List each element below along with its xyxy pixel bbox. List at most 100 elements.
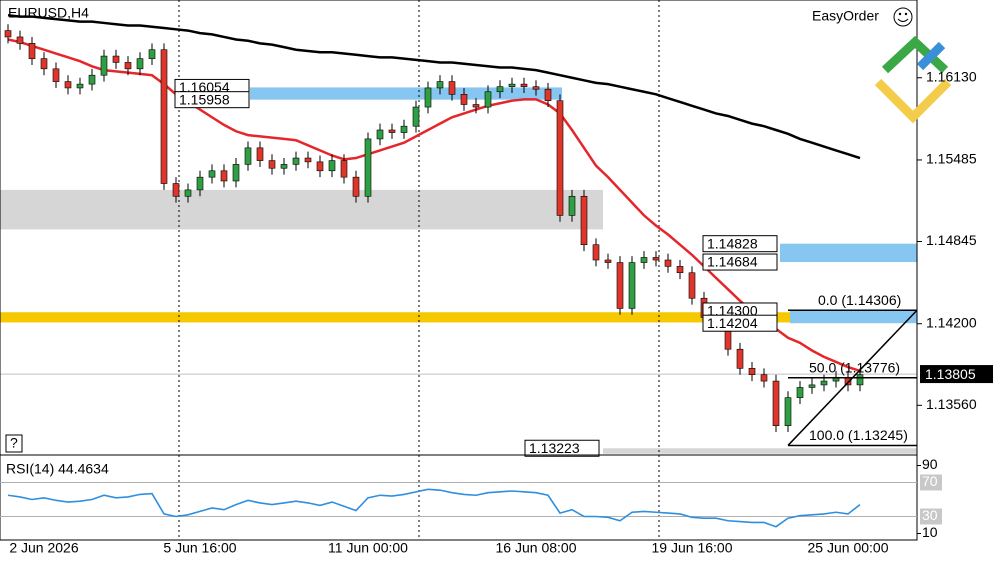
zone [0, 189, 603, 230]
candle-body [52, 68, 60, 82]
x-tick-label: 11 Jun 00:00 [328, 540, 408, 556]
rsi-tick-label: 30 [922, 507, 938, 523]
price-label: 1.14300 [707, 303, 758, 319]
rsi-tick-label: 90 [922, 456, 938, 472]
rsi-title: RSI(14) 44.4634 [6, 461, 109, 477]
current-price-label: 1.13805 [925, 366, 976, 382]
y-tick-label: 1.14200 [926, 314, 977, 330]
smiley-icon[interactable] [893, 7, 913, 27]
candle-body [316, 161, 324, 172]
candle-body [748, 368, 756, 376]
zone [250, 87, 562, 100]
zones [0, 87, 917, 454]
candle-body [4, 30, 12, 38]
y-tick-label: 1.16130 [926, 68, 977, 84]
candle-body [484, 91, 492, 108]
rsi-line [7, 488, 861, 528]
rsi-tick-label: 70 [922, 473, 938, 489]
candle-body [112, 55, 120, 63]
candle-body [256, 147, 264, 161]
x-tick-label: 19 Jun 16:00 [652, 540, 733, 556]
candle-body [304, 157, 312, 163]
x-tick-label: 25 Jun 00:00 [808, 540, 889, 556]
smiley-face [893, 7, 913, 27]
fib-label: 0.0 (1.14306) [818, 292, 901, 308]
candle-body [616, 262, 624, 309]
price-label-box [524, 439, 600, 457]
fib-label: 100.0 (1.13245) [809, 427, 908, 443]
price-label-box [702, 314, 778, 332]
y-tick-label: 1.13560 [926, 396, 977, 412]
candle-body [376, 129, 384, 140]
moving-average [7, 38, 861, 373]
candle-body [472, 104, 480, 108]
candle-body [196, 176, 204, 191]
candle-body [244, 147, 252, 165]
candle-body [124, 62, 132, 70]
candle-body [652, 257, 660, 261]
fib-trend-line [787, 309, 918, 446]
candle-body [364, 138, 372, 197]
candle-body [796, 387, 804, 398]
candle-body [88, 74, 96, 85]
zone [0, 312, 917, 323]
candle-body [40, 58, 48, 70]
price-label: 1.14204 [707, 315, 758, 331]
candle-body [532, 86, 540, 90]
candle-body [664, 259, 672, 267]
price-label: 1.14828 [707, 235, 758, 251]
candle-body [592, 244, 600, 261]
candle-body [268, 160, 276, 169]
candle-body [820, 380, 828, 386]
moving-average [7, 14, 861, 160]
plot-frame [0, 0, 918, 541]
zone [603, 448, 917, 454]
candle-body [460, 94, 468, 105]
zone [780, 243, 917, 263]
logo-yellow [874, 78, 952, 124]
price-label-box [174, 91, 250, 109]
candle-body [580, 195, 588, 246]
candle-body [16, 36, 24, 44]
logo [874, 35, 952, 124]
candle-body [496, 86, 504, 93]
candle-body [556, 100, 564, 216]
candle-body [676, 266, 684, 274]
price-label: 1.13223 [529, 440, 580, 456]
candle-body [784, 397, 792, 426]
fib-label: 50.0 (1.13776) [809, 359, 900, 375]
x-tick-label: 16 Jun 08:00 [496, 540, 577, 556]
chart-title: EURUSD,H4 [8, 5, 89, 21]
help-button[interactable] [5, 434, 23, 453]
help-label[interactable]: ? [10, 435, 18, 451]
candle-body [772, 380, 780, 426]
price-label: 1.14684 [707, 254, 758, 270]
candle-body [208, 170, 216, 178]
candle-body [400, 125, 408, 133]
candle-body [292, 157, 300, 165]
candle-body [220, 170, 228, 182]
candle-body [640, 257, 648, 263]
candle-body [64, 81, 72, 89]
candle-body [280, 164, 288, 169]
candle-body [424, 87, 432, 108]
plot: 0.0 (1.14306) 50.0 (1.13776) 100.0 (1.1324… [0, 14, 918, 457]
candle-body [136, 58, 144, 70]
candle-body [100, 55, 108, 76]
logo-green [881, 35, 949, 74]
rsi-level-box [920, 474, 942, 491]
smiley-eye [904, 12, 908, 16]
easy-order[interactable]: EasyOrder [812, 8, 879, 24]
candle-body [232, 164, 240, 182]
candle-body [340, 160, 348, 178]
candle-body [448, 81, 456, 95]
current-price-box [920, 365, 993, 384]
y-tick-label: 1.15485 [926, 151, 977, 167]
candle-body [148, 49, 156, 59]
candle-body [184, 189, 192, 197]
candle-body [736, 348, 744, 369]
logo-blue [916, 41, 946, 71]
candle-body [544, 88, 552, 101]
price-label: 1.15958 [179, 91, 230, 107]
